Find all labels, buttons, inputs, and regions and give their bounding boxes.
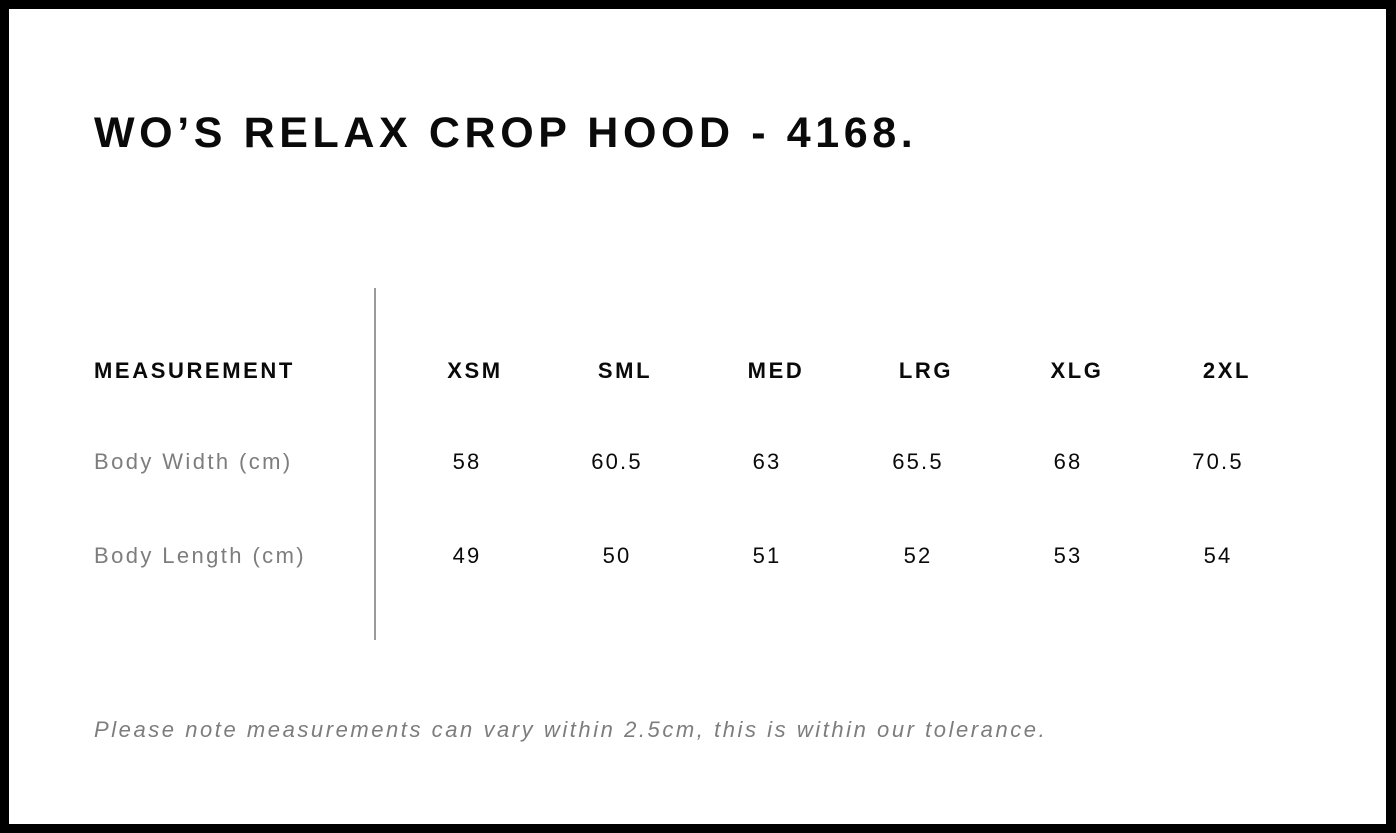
size-header-sml: SML	[597, 358, 653, 383]
size-chart-card: WO’S RELAX CROP HOOD - 4168. MEASUREMENT…	[9, 9, 1386, 824]
size-header-xlg: XLG	[1050, 358, 1104, 383]
tolerance-note: Please note measurements can vary within…	[94, 717, 1048, 742]
table-cell: 68	[1053, 449, 1083, 474]
size-header-xsm: XSM	[447, 358, 503, 383]
table-cell: 52	[903, 543, 933, 568]
size-header-2xl: 2XL	[1202, 358, 1252, 383]
table-cell: 53	[1053, 543, 1083, 568]
size-header-med: MED	[747, 358, 805, 383]
table-cell: 51	[752, 543, 782, 568]
table-cell: 49	[452, 543, 482, 568]
table-cell: 63	[752, 449, 782, 474]
row-label: Body Length (cm)	[94, 543, 307, 568]
page-title: WO’S RELAX CROP HOOD - 4168.	[94, 109, 918, 157]
table-cell: 65.5	[892, 449, 944, 474]
size-header-lrg: LRG	[898, 358, 954, 383]
column-divider	[374, 288, 376, 640]
measurement-header: MEASUREMENT	[94, 358, 295, 383]
table-cell: 50	[602, 543, 632, 568]
table-cell: 54	[1203, 543, 1233, 568]
row-label: Body Width (cm)	[94, 449, 293, 474]
table-cell: 60.5	[591, 449, 643, 474]
table-cell: 58	[452, 449, 482, 474]
table-cell: 70.5	[1192, 449, 1244, 474]
